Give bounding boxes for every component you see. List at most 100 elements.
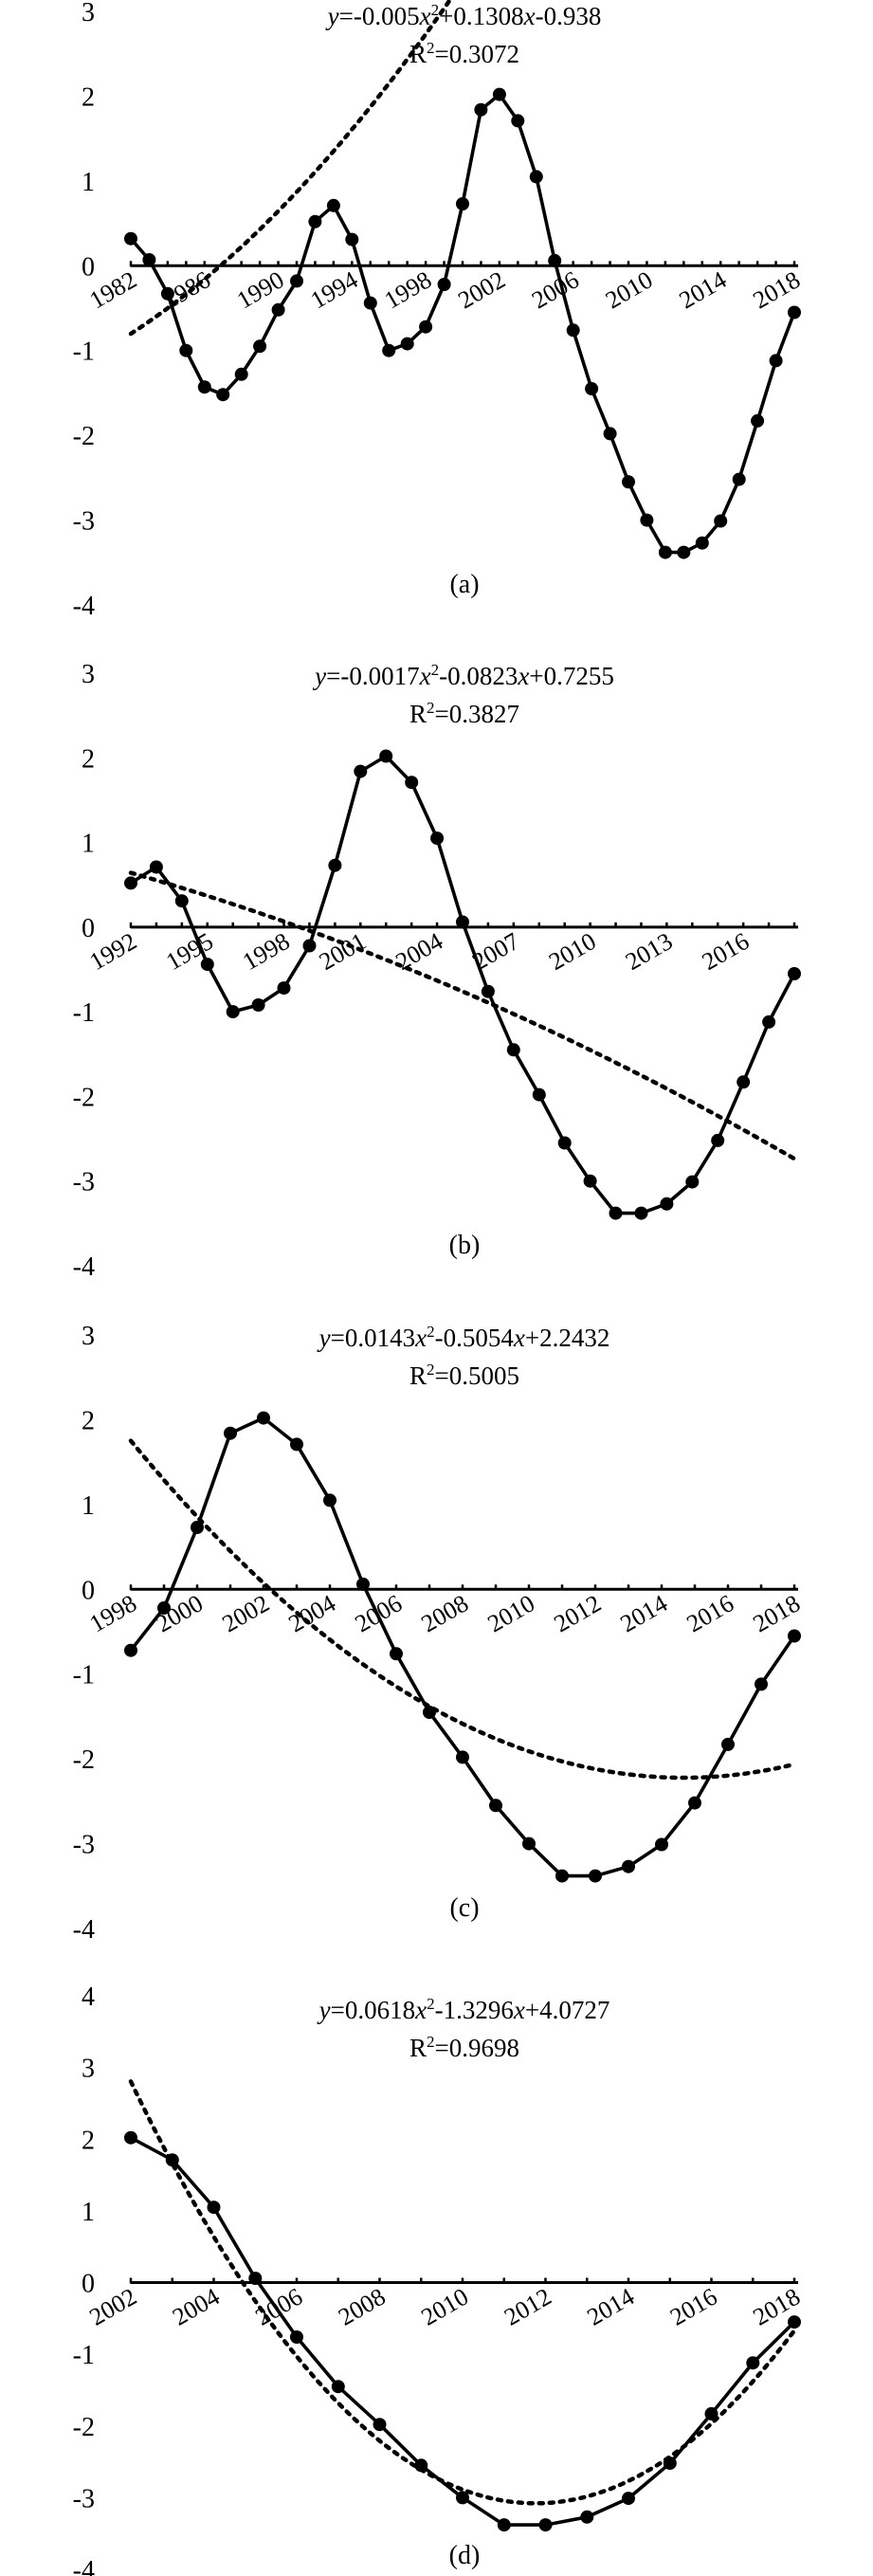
y-tick-label: 1 (82, 168, 95, 197)
data-point (634, 1206, 648, 1220)
data-point (589, 1869, 602, 1883)
data-point (769, 354, 783, 368)
y-tick-label: -2 (73, 1745, 95, 1775)
regression-equation: y=0.0618x2​-1.3296x+4.0727 (317, 1995, 610, 2024)
data-point (142, 253, 156, 266)
y-tick-label: -2 (73, 1083, 95, 1112)
panel-label: (b) (449, 1231, 481, 1260)
data-point (688, 1796, 701, 1810)
data-point (622, 2492, 635, 2506)
data-point (603, 427, 617, 441)
y-tick-label: 1 (82, 830, 95, 859)
data-point (174, 894, 189, 908)
data-point (529, 170, 543, 184)
data-point (207, 2201, 221, 2215)
y-tick-label: -3 (73, 1168, 95, 1197)
data-point (200, 958, 214, 972)
data-point (379, 749, 393, 763)
r-squared-label: R2=0.3072 (409, 39, 519, 68)
x-tick-label: 2014 (582, 2283, 639, 2331)
data-point (302, 939, 317, 953)
y-tick-label: -1 (73, 1661, 95, 1690)
data-point (685, 1175, 700, 1189)
y-tick-label: -3 (73, 1831, 95, 1860)
data-point (423, 1706, 436, 1719)
data-point (711, 1133, 725, 1147)
data-point (788, 1629, 801, 1643)
data-point (124, 2130, 137, 2145)
data-point (566, 323, 580, 338)
x-tick-label: 2008 (334, 2283, 391, 2331)
data-point (271, 302, 285, 317)
x-tick-label: 2004 (391, 927, 448, 976)
data-point (622, 1859, 635, 1873)
data-point (400, 337, 414, 351)
y-tick-label: 0 (82, 252, 95, 282)
data-point (489, 1799, 502, 1813)
y-tick-label: -4 (73, 1915, 95, 1945)
data-point (555, 1869, 569, 1883)
data-point (197, 380, 211, 394)
data-point (290, 1437, 303, 1452)
data-point (492, 87, 506, 101)
data-point (456, 1750, 469, 1764)
data-point (290, 274, 303, 288)
data-point (226, 1005, 240, 1019)
data-point (751, 413, 765, 428)
x-tick-label: 2004 (283, 1589, 340, 1637)
data-point (373, 2418, 387, 2432)
data-point (695, 536, 709, 550)
data-series-line (130, 754, 796, 1215)
data-point (481, 984, 495, 998)
x-tick-label: 2016 (665, 2283, 722, 2331)
data-point (714, 514, 728, 528)
data-point (721, 1737, 735, 1751)
y-tick-label: -1 (73, 338, 95, 367)
x-tick-label: 2008 (416, 1589, 473, 1637)
y-tick-label: -4 (73, 1252, 95, 1282)
x-tick-label: 2012 (500, 2283, 556, 2331)
data-point (345, 232, 359, 247)
data-point (248, 2272, 263, 2285)
data-point (658, 545, 672, 559)
data-point (405, 776, 419, 790)
data-point (179, 343, 193, 357)
data-point (253, 339, 267, 354)
data-point (474, 102, 488, 117)
data-point (737, 1075, 751, 1089)
data-point (511, 114, 525, 128)
data-point (557, 1136, 572, 1150)
data-point (363, 296, 377, 310)
y-tick-label: 2 (82, 1406, 95, 1435)
data-point (124, 876, 137, 890)
x-tick-label: 2002 (217, 1589, 274, 1637)
x-tick-label: 2012 (549, 1589, 606, 1637)
data-point (506, 1043, 520, 1057)
data-point (609, 1206, 623, 1220)
data-point (234, 367, 248, 381)
data-point (583, 1174, 597, 1188)
y-tick-label: -4 (73, 2556, 95, 2576)
r-squared-label: R2=0.9698 (409, 2033, 519, 2062)
x-tick-label: 2016 (682, 1589, 738, 1637)
y-tick-label: 2 (82, 2126, 95, 2155)
regression-equation: y=0.0143x2​-0.5054x+2.2432 (317, 1323, 610, 1352)
data-point (251, 998, 265, 1012)
y-tick-label: 0 (82, 2270, 95, 2299)
data-point (149, 860, 163, 874)
data-point (497, 2518, 511, 2532)
data-point (290, 2330, 303, 2344)
data-point (160, 286, 174, 301)
data-point (124, 231, 137, 246)
trend-line (128, 1438, 797, 1781)
data-point (277, 981, 291, 996)
data-point (382, 343, 396, 357)
data-point (660, 1197, 674, 1211)
panel-label: (a) (449, 570, 479, 599)
data-point (762, 1014, 776, 1029)
y-tick-label: 2 (82, 744, 95, 774)
x-tick-label: 2006 (527, 265, 584, 314)
x-tick-label: 2010 (416, 2283, 473, 2331)
